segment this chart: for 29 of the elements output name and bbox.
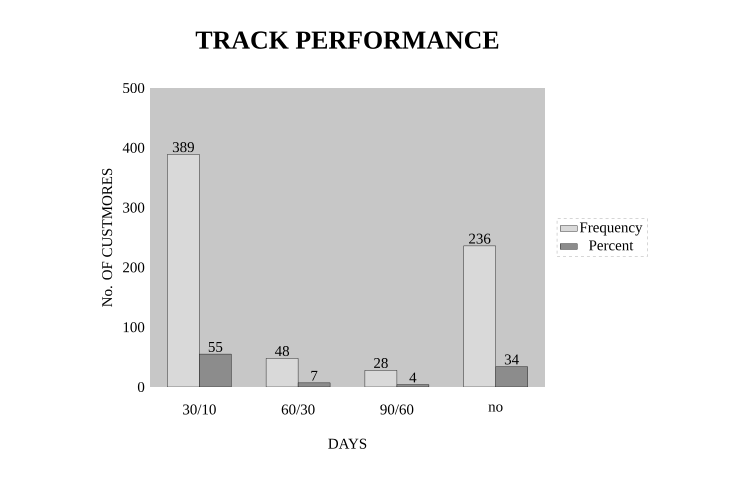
y-tick-label: 100: [124, 322, 144, 332]
y-tick-label: 300: [123, 202, 144, 213]
bar: [167, 154, 200, 387]
y-axis-title: No. OF CUSTMORES: [102, 168, 112, 307]
data-label: 34: [504, 354, 519, 364]
data-label: 48: [274, 346, 290, 356]
y-tick-label: 500: [123, 82, 144, 94]
bar: [266, 358, 298, 387]
data-label: 55: [208, 342, 222, 352]
y-tick-label: 200: [123, 262, 144, 272]
y-tick-label: 400: [122, 142, 144, 153]
data-label: 236: [469, 234, 490, 244]
data-label: 28: [374, 358, 388, 368]
y-tick-label: 0: [138, 382, 144, 392]
x-tick-label: 90/60: [380, 404, 414, 415]
x-tick-label: 30/10: [183, 404, 216, 415]
x-axis-title: DAYS: [328, 438, 366, 449]
x-tick-label: 60/30: [282, 404, 315, 415]
data-label: 389: [172, 142, 194, 152]
bar: [463, 246, 496, 387]
legend-label: Percent: [589, 240, 634, 250]
bar: [199, 354, 232, 387]
legend-label: Frequency: [580, 222, 642, 236]
chart-title: TRACK PERFORMANCE: [196, 31, 498, 49]
bar: [364, 370, 398, 387]
data-label: 4: [409, 372, 416, 382]
x-tick-label: no: [488, 404, 503, 412]
bar: [495, 366, 528, 387]
data-label: 7: [311, 370, 318, 381]
